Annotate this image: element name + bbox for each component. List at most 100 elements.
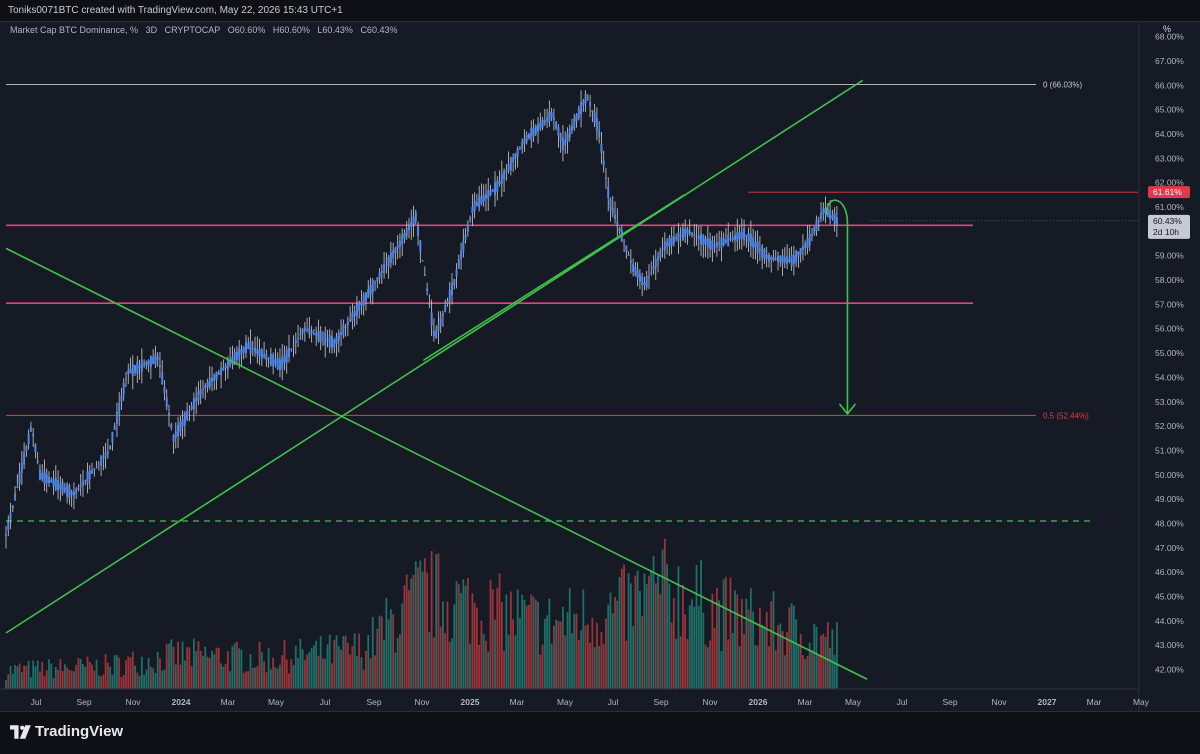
candle-body	[627, 254, 630, 256]
volume-bar	[532, 596, 535, 689]
volume-bar	[401, 603, 404, 689]
candle-body	[104, 452, 107, 458]
volume-bar	[349, 654, 352, 689]
candles-layer	[5, 90, 838, 549]
time-tick-label: 2025	[461, 697, 480, 707]
volume-bar	[249, 654, 252, 689]
volume-bar	[729, 577, 732, 689]
candle-body	[106, 450, 109, 454]
volume-bar	[598, 646, 601, 689]
candle-body	[204, 385, 207, 388]
candle-body	[127, 370, 130, 375]
volume-bar	[677, 566, 680, 689]
candle-body	[91, 470, 94, 474]
volume-bar	[609, 592, 612, 689]
volume-bar	[174, 664, 177, 689]
volume-bar	[122, 674, 125, 689]
volume-bar	[313, 645, 315, 689]
tradingview-brand[interactable]: TradingView	[10, 723, 123, 740]
time-tick-label: May	[1133, 697, 1150, 707]
volume-bar	[736, 594, 739, 689]
volume-bar	[27, 660, 30, 689]
candle-body	[602, 160, 605, 166]
volume-bar	[593, 647, 596, 689]
candle-body	[437, 324, 440, 331]
volume-bar	[229, 671, 232, 689]
time-tick-label: May	[268, 697, 285, 707]
candle-body	[643, 282, 646, 286]
candle-body	[292, 345, 295, 347]
price-tick-label: 50.00%	[1155, 470, 1184, 480]
candle-body	[414, 211, 417, 222]
price-tick-label: 62.00%	[1155, 178, 1184, 188]
legend-high: H60.60%	[272, 25, 310, 35]
candle-body	[222, 367, 225, 371]
level-label: 0.5 (52.44%)	[1043, 411, 1089, 420]
volume-bar	[240, 649, 243, 689]
chart-canvas[interactable]: 0 (66.03%) 0.5 (52.44%) 68.00% 67.00% 66.00…	[0, 22, 1200, 711]
volume-bar	[772, 591, 775, 689]
volume-bar	[759, 607, 761, 689]
volume-bar	[408, 590, 410, 689]
volume-bar	[346, 642, 349, 689]
volume-bar	[131, 651, 134, 689]
candle-body	[808, 233, 811, 246]
time-tick-label: Jul	[320, 697, 331, 707]
candle-body	[720, 237, 723, 249]
candle-body	[149, 355, 152, 368]
volume-bar	[786, 632, 788, 689]
candle-body	[464, 234, 467, 240]
candle-body	[681, 228, 684, 240]
volume-bar	[149, 666, 152, 689]
candle-body	[29, 426, 32, 432]
volume-bar	[600, 632, 603, 689]
candle-body	[7, 521, 10, 531]
legend-interval[interactable]: 3D	[145, 25, 158, 35]
volume-bar	[437, 553, 440, 689]
candle-body	[804, 243, 807, 249]
volume-bar	[9, 665, 12, 689]
price-tick-label: 46.00%	[1155, 567, 1184, 577]
volume-bar	[152, 668, 155, 689]
candle-body	[704, 238, 707, 245]
volume-bar	[519, 618, 521, 689]
candle-body	[441, 313, 444, 317]
volume-bar	[829, 647, 831, 689]
candle-body	[358, 303, 361, 311]
volume-bar	[607, 604, 610, 689]
candle-body	[129, 369, 132, 374]
volume-bar	[634, 575, 637, 689]
legend-symbol[interactable]: Market Cap BTC Dominance, %	[10, 25, 139, 35]
candle-body	[299, 334, 302, 336]
volume-bar	[455, 581, 458, 689]
volume-bar	[718, 600, 721, 689]
candle-body	[439, 317, 442, 326]
candle-body	[11, 505, 14, 509]
candle-body	[249, 341, 252, 354]
price-axis-unit[interactable]: %	[1162, 24, 1171, 34]
candle-body	[118, 403, 121, 414]
volume-bar	[95, 659, 98, 689]
volume-bar	[636, 570, 639, 689]
trendline	[5, 79, 863, 634]
candle-body	[684, 228, 687, 237]
volume-bar	[333, 640, 336, 689]
volume-bar	[337, 646, 340, 689]
candle-body	[242, 346, 245, 353]
candle-body	[192, 398, 195, 409]
time-tick-label: 2024	[172, 697, 191, 707]
volume-bar	[86, 656, 89, 689]
volume-bar	[39, 671, 41, 689]
volume-bar	[127, 656, 130, 689]
candle-body	[224, 365, 227, 368]
candle-body	[32, 433, 35, 437]
volume-bar	[473, 602, 476, 689]
candle-body	[518, 148, 521, 150]
time-axis: Jul Sep Nov 2024 Mar May Jul Sep Nov 2025 Mar May Ju…	[0, 688, 1150, 707]
volume-bar	[663, 538, 666, 689]
candle-body	[695, 236, 698, 238]
volume-bar	[292, 665, 295, 689]
volume-bar	[480, 620, 483, 689]
candle-body	[63, 487, 66, 491]
candle-body	[263, 354, 266, 357]
